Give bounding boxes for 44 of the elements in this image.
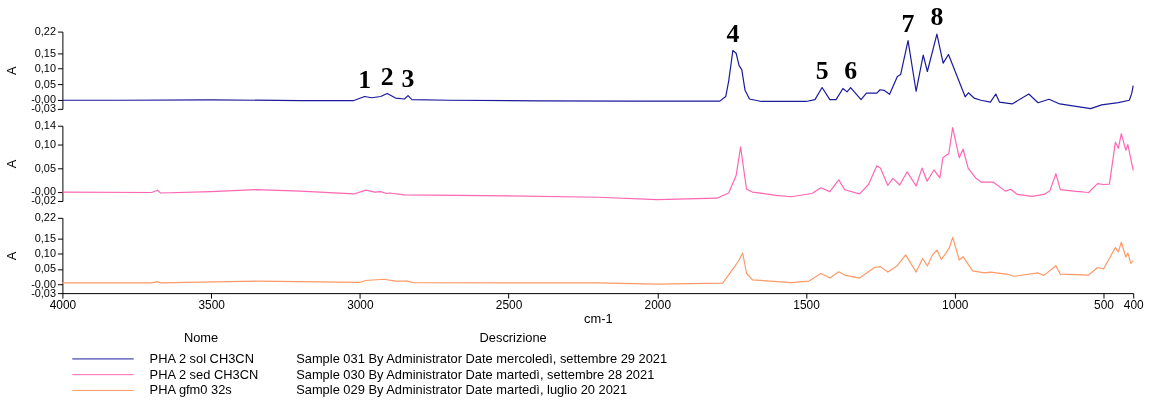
legend-label: PHA 2 sol CH3CN — [149, 350, 254, 366]
x-tick-label: 400 — [1123, 298, 1145, 313]
annotation: 2 — [380, 61, 394, 91]
y-tick-label: -0,00 — [31, 93, 56, 106]
x-tick-label: 3000 — [347, 298, 374, 313]
y-tick-label: 0,15 — [34, 232, 56, 245]
annotation: 6 — [844, 55, 858, 85]
legend-label: PHA 2 sed CH3CN — [149, 366, 259, 382]
x-tick-label: 2000 — [644, 298, 672, 313]
y-tick-label: 0,10 — [34, 138, 56, 150]
y-tick-label: 0,05 — [34, 77, 56, 90]
y-tick-label: 0,14 — [34, 119, 56, 132]
legend-title: Nome — [183, 330, 219, 346]
text: Descrizione — [479, 330, 547, 346]
annotation: 7 — [901, 8, 915, 38]
x-tick-label: 3500 — [198, 298, 226, 313]
y-tick-label: 0,10 — [34, 247, 56, 260]
y-axis-title: A — [4, 66, 20, 76]
x-tick-label: 1000 — [942, 298, 969, 313]
y-tick-label: 0,22 — [34, 211, 56, 224]
annotation: 3 — [401, 63, 415, 93]
annotation: 5 — [815, 55, 829, 85]
y-tick-label: 0,05 — [34, 262, 56, 275]
x-axis-title: cm-1 — [584, 311, 613, 327]
annotation: 8 — [930, 2, 944, 32]
text: Sample 029 By Administrator Date martedì, luglio 20 2021 — [296, 382, 628, 398]
annotation: 1 — [358, 64, 372, 94]
y-tick-label: -0,00 — [31, 185, 56, 198]
y-tick-label: 0,05 — [34, 161, 56, 174]
annotation: 4 — [726, 18, 740, 48]
y-axis-title: A — [4, 251, 20, 261]
x-tick-label: 500 — [1094, 298, 1115, 313]
line-series — [61, 127, 1134, 201]
y-tick-label: 0,10 — [34, 62, 56, 75]
legend-label: PHA gfm0 32s — [149, 382, 232, 398]
y-tick-label: 0,15 — [34, 46, 56, 59]
text: Sample 030 By Administrator Date martedì, settembre 28 2021 — [296, 366, 655, 382]
x-tick-label: 4000 — [49, 298, 77, 313]
text: Sample 031 By Administrator Date mercoledì, settembre 29 2021 — [296, 350, 668, 366]
line-series — [61, 236, 1134, 285]
x-tick-label: 1500 — [793, 298, 821, 313]
y-axis-title: A — [4, 159, 20, 169]
y-tick-label: 0,22 — [34, 25, 56, 38]
x-tick-label: 2500 — [495, 298, 523, 313]
